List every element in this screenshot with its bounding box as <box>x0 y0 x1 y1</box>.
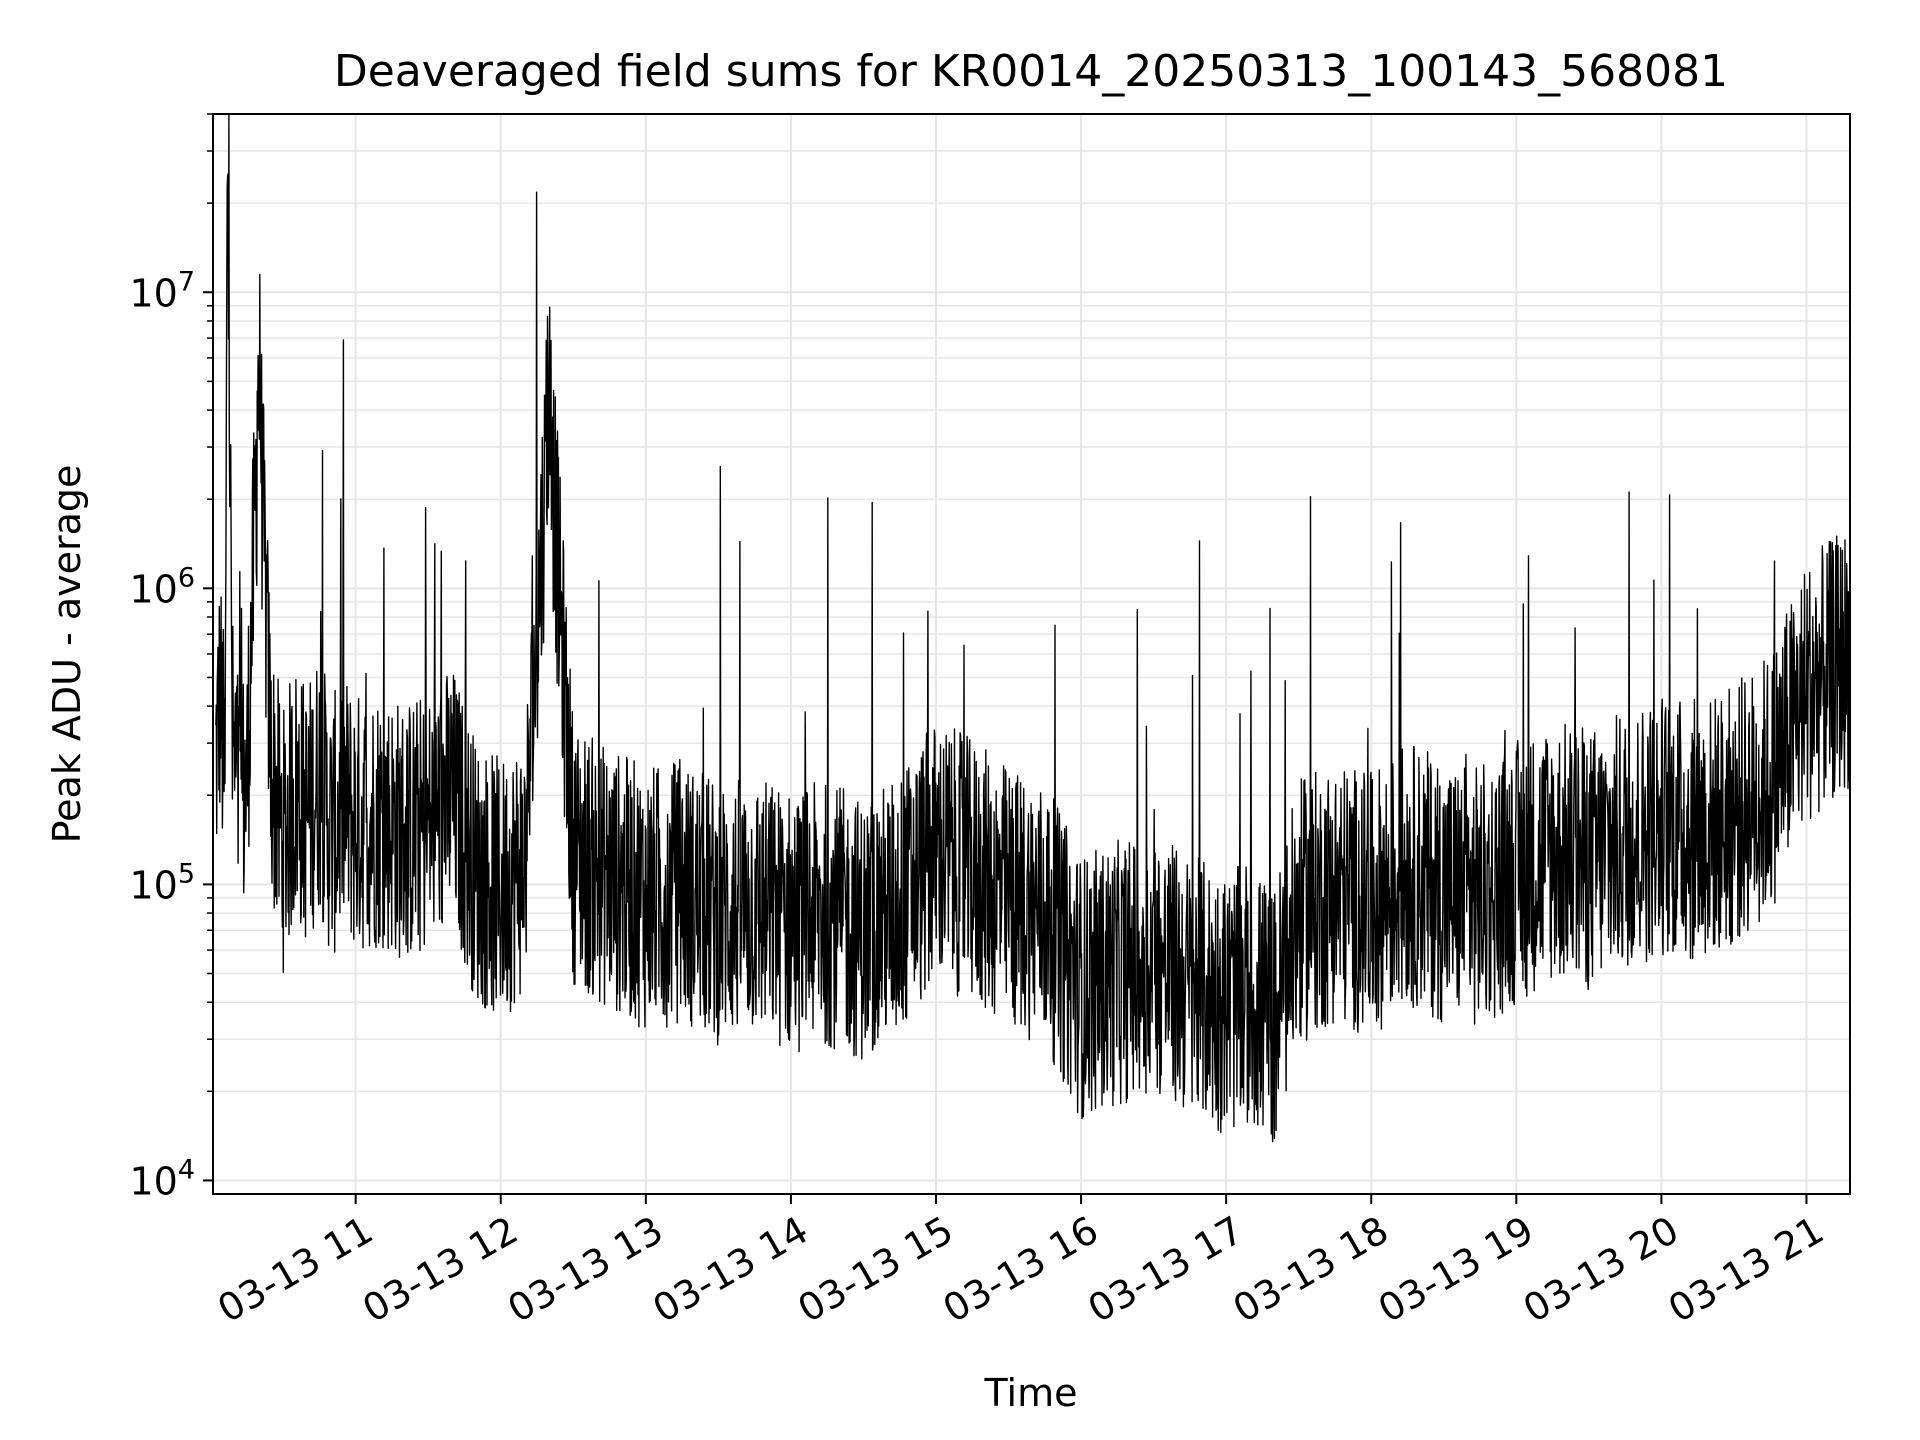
y-axis-label: Peak ADU - average <box>45 465 89 844</box>
series-line-group <box>214 113 1851 1143</box>
y-tick-label: 107 <box>129 266 195 315</box>
y-tick-base: 10 <box>129 271 177 315</box>
y-tick-exponent: 4 <box>178 1154 195 1185</box>
series-line <box>214 113 1851 1143</box>
y-tick-base: 10 <box>129 1159 177 1203</box>
y-tick-exponent: 7 <box>178 266 195 297</box>
y-tick-base: 10 <box>129 863 177 907</box>
chart-title: Deaveraged field sums for KR0014_2025031… <box>334 46 1728 97</box>
y-tick-label: 106 <box>129 562 195 611</box>
y-tick-exponent: 5 <box>178 858 195 889</box>
y-tick-label: 104 <box>129 1154 195 1203</box>
y-tick-label: 105 <box>129 858 195 907</box>
y-tick-base: 10 <box>129 567 177 611</box>
y-tick-exponent: 6 <box>178 562 195 593</box>
x-axis-label: Time <box>984 1371 1078 1415</box>
